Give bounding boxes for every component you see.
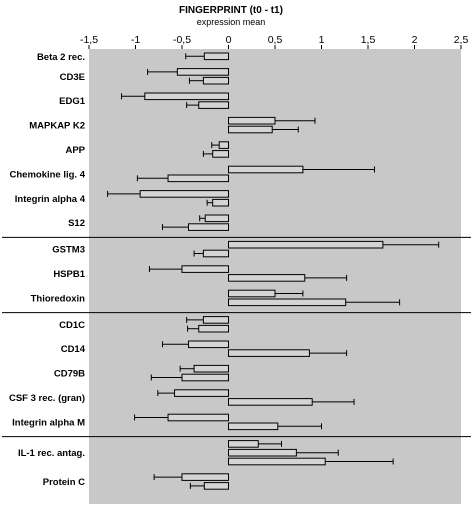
bar xyxy=(203,52,230,61)
x-tick-label: 2 xyxy=(412,34,418,46)
bar xyxy=(188,223,229,231)
category-label: CD14 xyxy=(61,344,86,355)
category-label: CD79B xyxy=(54,369,85,380)
bar xyxy=(228,125,273,134)
bar xyxy=(167,174,230,183)
x-axis: -1,5 -1 -0,5 0 0,5 1 1,5 2 2,5 xyxy=(80,34,468,49)
category-label: Chemokine lig. 4 xyxy=(10,169,86,180)
category-label: CD3E xyxy=(60,72,85,83)
bar xyxy=(228,116,276,125)
bar xyxy=(212,150,230,158)
category-label: Protein C xyxy=(43,477,85,488)
bar xyxy=(202,249,229,258)
bar xyxy=(193,364,229,373)
category-label: CD1C xyxy=(59,320,85,331)
category-label: Thioredoxin xyxy=(31,293,86,304)
category-label: GSTM3 xyxy=(52,245,85,256)
category-labels: Beta 2 rec. CD3E EDG1 MAPKAP K2 APP Chemokine… xyxy=(9,52,86,488)
category-label: Integrin alpha M xyxy=(12,417,85,428)
bar xyxy=(203,482,230,490)
category-label: EDG1 xyxy=(59,96,86,107)
bar xyxy=(188,340,229,349)
category-label: S12 xyxy=(68,218,85,229)
bar xyxy=(144,92,229,101)
bar xyxy=(228,240,384,249)
x-tick-label: 0,5 xyxy=(268,34,283,46)
bar xyxy=(218,141,229,149)
bar xyxy=(228,165,304,174)
x-tick-label: -0,5 xyxy=(173,34,191,46)
bar xyxy=(228,422,279,431)
category-label: MAPKAP K2 xyxy=(29,121,85,132)
bar xyxy=(181,373,229,382)
bar xyxy=(202,316,229,324)
category-label: Integrin alpha 4 xyxy=(15,194,86,205)
category-label: HSPB1 xyxy=(53,269,85,280)
x-tick-label: 1,5 xyxy=(361,34,376,46)
x-tick-label: 1 xyxy=(319,34,325,46)
x-tick-label: 0 xyxy=(226,34,232,46)
bar xyxy=(228,298,347,307)
x-tick-label: -1,5 xyxy=(80,34,98,46)
chart-subtitle: expression mean xyxy=(197,17,266,27)
bar xyxy=(228,457,326,466)
bar xyxy=(228,274,306,282)
x-tick-label: 2,5 xyxy=(454,34,469,46)
bar xyxy=(181,473,229,481)
chart-title: FINGERPRINT (t0 - t1) xyxy=(179,5,283,16)
bar xyxy=(228,349,310,357)
x-tick-label: -1 xyxy=(131,34,140,46)
bar xyxy=(228,448,297,457)
bar xyxy=(167,413,230,422)
bar xyxy=(228,289,276,298)
bar xyxy=(181,265,229,273)
bar xyxy=(202,76,229,85)
bar xyxy=(139,190,229,198)
bar xyxy=(228,440,259,448)
category-label: IL-1 rec. antag. xyxy=(18,448,85,459)
bar xyxy=(174,389,229,397)
bar xyxy=(198,101,230,109)
category-label: APP xyxy=(65,145,85,156)
category-label: CSF 3 rec. (gran) xyxy=(9,393,85,404)
category-label: Beta 2 rec. xyxy=(37,52,85,63)
bar xyxy=(204,214,229,223)
bar-layer xyxy=(2,52,471,490)
bar xyxy=(176,68,230,76)
bar xyxy=(228,398,313,406)
bar xyxy=(198,324,230,333)
bar xyxy=(212,198,230,207)
